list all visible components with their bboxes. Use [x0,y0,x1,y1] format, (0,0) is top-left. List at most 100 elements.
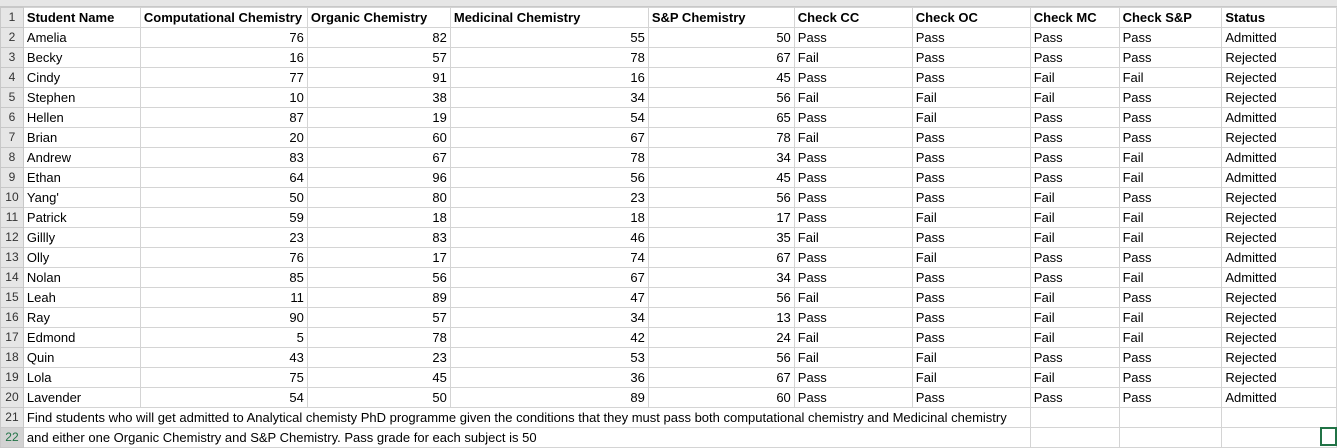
row-number[interactable]: 3 [0,47,24,68]
cell-check-sp[interactable]: Fail [1118,327,1223,348]
cell-check-oc[interactable]: Pass [911,127,1031,148]
empty-cell[interactable] [1221,407,1337,428]
cell-mc[interactable]: 54 [449,107,649,128]
cell-check-sp[interactable]: Fail [1118,147,1223,168]
cell-check-sp[interactable]: Pass [1118,87,1223,108]
cell-mc[interactable]: 67 [449,267,649,288]
row-number[interactable]: 4 [0,67,24,88]
column-header-cell[interactable]: Student Name [22,7,141,28]
cell-sp[interactable]: 67 [647,367,795,388]
cell-oc[interactable]: 57 [306,307,451,328]
cell-name[interactable]: Hellen [22,107,141,128]
cell-name[interactable]: Lavender [22,387,141,408]
cell-check-mc[interactable]: Pass [1029,47,1120,68]
cell-check-oc[interactable]: Pass [911,27,1031,48]
cell-status[interactable]: Admitted [1221,107,1337,128]
row-number[interactable]: 22 [0,427,24,448]
cell-cc[interactable]: 83 [139,147,308,168]
row-number[interactable]: 19 [0,367,24,388]
cell-name[interactable]: Leah [22,287,141,308]
cell-status[interactable]: Rejected [1221,187,1337,208]
cell-check-sp[interactable]: Pass [1118,127,1223,148]
cell-oc[interactable]: 91 [306,67,451,88]
cell-check-oc[interactable]: Pass [911,147,1031,168]
cell-check-sp[interactable]: Fail [1118,67,1223,88]
cell-oc[interactable]: 96 [306,167,451,188]
cell-check-mc[interactable]: Pass [1029,167,1120,188]
cell-check-sp[interactable]: Fail [1118,167,1223,188]
cell-name[interactable]: Edmond [22,327,141,348]
cell-status[interactable]: Admitted [1221,247,1337,268]
cell-status[interactable]: Rejected [1221,47,1337,68]
empty-cell[interactable] [1029,407,1120,428]
cell-cc[interactable]: 43 [139,347,308,368]
cell-status[interactable]: Rejected [1221,367,1337,388]
cell-check-sp[interactable]: Pass [1118,347,1223,368]
cell-check-mc[interactable]: Pass [1029,267,1120,288]
cell-check-oc[interactable]: Pass [911,47,1031,68]
active-cell-selection[interactable] [1320,427,1337,446]
cell-check-oc[interactable]: Fail [911,87,1031,108]
cell-mc[interactable]: 34 [449,87,649,108]
row-number[interactable]: 2 [0,27,24,48]
cell-check-oc[interactable]: Fail [911,107,1031,128]
cell-oc[interactable]: 18 [306,207,451,228]
column-header-cell[interactable]: Check S&P [1118,7,1223,28]
note-cell[interactable]: and either one Organic Chemistry and S&P… [22,427,1031,448]
cell-mc[interactable]: 47 [449,287,649,308]
cell-cc[interactable]: 23 [139,227,308,248]
column-header-cell[interactable]: Computational Chemistry [139,7,308,28]
cell-name[interactable]: Patrick [22,207,141,228]
cell-cc[interactable]: 59 [139,207,308,228]
cell-check-oc[interactable]: Pass [911,287,1031,308]
cell-check-cc[interactable]: Pass [793,27,913,48]
cell-check-cc[interactable]: Pass [793,167,913,188]
cell-check-mc[interactable]: Pass [1029,27,1120,48]
cell-check-oc[interactable]: Pass [911,67,1031,88]
cell-mc[interactable]: 78 [449,47,649,68]
cell-cc[interactable]: 50 [139,187,308,208]
cell-status[interactable]: Admitted [1221,27,1337,48]
cell-cc[interactable]: 90 [139,307,308,328]
cell-mc[interactable]: 78 [449,147,649,168]
cell-oc[interactable]: 45 [306,367,451,388]
cell-check-oc[interactable]: Fail [911,367,1031,388]
cell-oc[interactable]: 57 [306,47,451,68]
cell-cc[interactable]: 87 [139,107,308,128]
column-header-cell[interactable]: Check CC [793,7,913,28]
cell-oc[interactable]: 23 [306,347,451,368]
cell-status[interactable]: Rejected [1221,327,1337,348]
cell-sp[interactable]: 45 [647,167,795,188]
cell-check-sp[interactable]: Pass [1118,387,1223,408]
cell-sp[interactable]: 24 [647,327,795,348]
cell-check-cc[interactable]: Pass [793,247,913,268]
cell-check-mc[interactable]: Pass [1029,127,1120,148]
cell-check-mc[interactable]: Fail [1029,287,1120,308]
cell-name[interactable]: Amelia [22,27,141,48]
cell-status[interactable]: Rejected [1221,227,1337,248]
cell-mc[interactable]: 16 [449,67,649,88]
cell-check-mc[interactable]: Fail [1029,87,1120,108]
row-number[interactable]: 17 [0,327,24,348]
cell-mc[interactable]: 74 [449,247,649,268]
cell-cc[interactable]: 85 [139,267,308,288]
cell-check-cc[interactable]: Fail [793,127,913,148]
cell-check-oc[interactable]: Fail [911,247,1031,268]
cell-check-oc[interactable]: Pass [911,327,1031,348]
cell-check-sp[interactable]: Fail [1118,307,1223,328]
empty-cell[interactable] [1118,407,1223,428]
cell-check-sp[interactable]: Pass [1118,187,1223,208]
row-number[interactable]: 6 [0,107,24,128]
cell-name[interactable]: Quin [22,347,141,368]
row-number[interactable]: 18 [0,347,24,368]
cell-check-cc[interactable]: Pass [793,307,913,328]
row-number[interactable]: 16 [0,307,24,328]
cell-sp[interactable]: 60 [647,387,795,408]
cell-oc[interactable]: 38 [306,87,451,108]
cell-check-mc[interactable]: Fail [1029,367,1120,388]
cell-check-sp[interactable]: Pass [1118,287,1223,308]
empty-cell[interactable] [1029,427,1120,448]
cell-mc[interactable]: 56 [449,167,649,188]
cell-mc[interactable]: 34 [449,307,649,328]
cell-sp[interactable]: 50 [647,27,795,48]
